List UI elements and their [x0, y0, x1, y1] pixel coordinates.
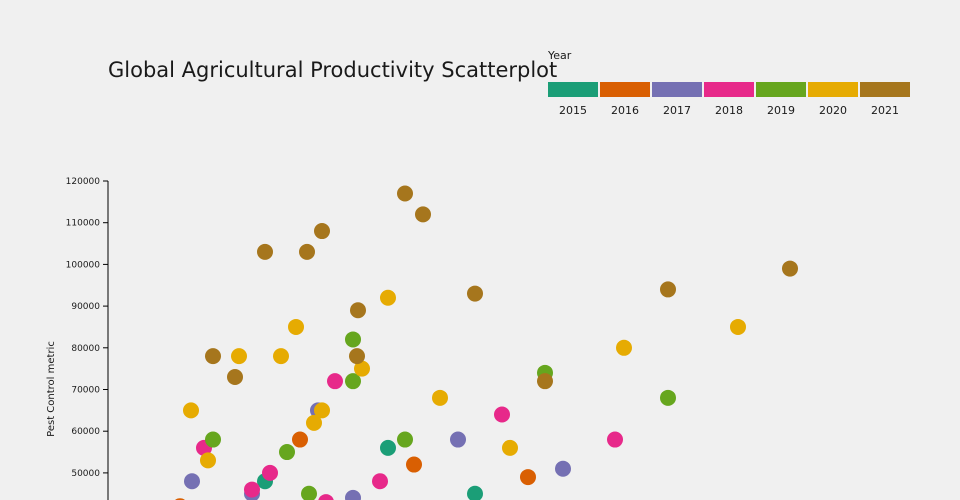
data-point-2017[interactable] — [450, 431, 466, 448]
legend-item-2019[interactable]: 2019 — [756, 82, 806, 117]
data-point-2020[interactable] — [306, 414, 322, 431]
legend-swatch — [600, 82, 650, 97]
data-point-2021[interactable] — [205, 348, 221, 365]
data-point-2020[interactable] — [432, 389, 448, 406]
data-point-2018[interactable] — [318, 494, 334, 500]
data-point-2018[interactable] — [262, 464, 278, 481]
data-point-2019[interactable] — [660, 389, 676, 406]
data-point-2020[interactable] — [354, 360, 370, 377]
data-points — [175, 185, 798, 500]
data-point-2021[interactable] — [257, 243, 273, 260]
legend-swatch — [548, 82, 598, 97]
data-point-2021[interactable] — [660, 281, 676, 298]
y-tick-label: 120000 — [66, 177, 101, 187]
data-point-2017[interactable] — [345, 489, 361, 500]
legend-swatch — [808, 82, 858, 97]
y-tick-label: 60000 — [71, 427, 100, 437]
data-point-2019[interactable] — [345, 373, 361, 390]
data-point-2015[interactable] — [380, 439, 396, 456]
legend-swatch — [652, 82, 702, 97]
legend-swatch — [756, 82, 806, 97]
data-point-2017[interactable] — [184, 473, 200, 490]
legend-swatch — [704, 82, 754, 97]
legend-title: Year — [548, 49, 572, 62]
legend-label: 2021 — [871, 104, 899, 117]
legend-label: 2017 — [663, 104, 691, 117]
data-point-2020[interactable] — [730, 318, 746, 335]
data-point-2017[interactable] — [555, 460, 571, 477]
data-point-2016[interactable] — [520, 469, 536, 486]
data-point-2020[interactable] — [231, 348, 247, 365]
legend-label: 2018 — [715, 104, 743, 117]
data-point-2016[interactable] — [292, 431, 308, 448]
data-point-2016[interactable] — [406, 456, 422, 473]
legend-label: 2020 — [819, 104, 847, 117]
legend-item-2018[interactable]: 2018 — [704, 82, 754, 117]
y-tick-label: 70000 — [71, 386, 100, 396]
data-point-2020[interactable] — [288, 318, 304, 335]
data-point-2018[interactable] — [372, 473, 388, 490]
data-point-2020[interactable] — [314, 402, 330, 419]
data-point-2020[interactable] — [273, 348, 289, 365]
y-tick-label: 90000 — [71, 302, 100, 312]
data-point-2021[interactable] — [397, 185, 413, 202]
legend-item-2017[interactable]: 2017 — [652, 82, 702, 117]
legend-item-2016[interactable]: 2016 — [600, 82, 650, 117]
data-point-2020[interactable] — [200, 452, 216, 469]
data-point-2018[interactable] — [244, 481, 260, 498]
data-point-2018[interactable] — [607, 431, 623, 448]
data-point-2020[interactable] — [380, 289, 396, 306]
data-point-2018[interactable] — [327, 373, 343, 390]
data-point-2021[interactable] — [350, 302, 366, 319]
y-axis: 50000 60000 70000 80000 90000 100000 110000 120… — [46, 177, 109, 500]
y-axis-title: Pest Control metric — [46, 341, 57, 437]
data-point-2019[interactable] — [205, 431, 221, 448]
data-point-2021[interactable] — [227, 368, 243, 385]
y-tick-label: 80000 — [71, 344, 100, 354]
data-point-2021[interactable] — [467, 285, 483, 302]
data-point-2018[interactable] — [494, 406, 510, 423]
data-point-2020[interactable] — [502, 439, 518, 456]
legend-item-2015[interactable]: 2015 — [548, 82, 598, 117]
legend-label: 2019 — [767, 104, 795, 117]
data-point-2021[interactable] — [349, 348, 365, 365]
y-tick-label: 110000 — [66, 219, 101, 229]
data-point-2020[interactable] — [183, 402, 199, 419]
legend-item-2020[interactable]: 2020 — [808, 82, 858, 117]
legend-label: 2015 — [559, 104, 587, 117]
data-point-2021[interactable] — [537, 373, 553, 390]
y-tick-label: 100000 — [66, 260, 101, 270]
chart-title: Global Agricultural Productivity Scatter… — [108, 58, 558, 82]
data-point-2021[interactable] — [415, 206, 431, 223]
data-point-2021[interactable] — [299, 243, 315, 260]
legend-item-2021[interactable]: 2021 — [860, 82, 910, 117]
legend: 2015 2016 2017 2018 2019 2020 2021 — [548, 82, 912, 117]
data-point-2021[interactable] — [782, 260, 798, 277]
data-point-2020[interactable] — [616, 339, 632, 356]
legend-swatch — [860, 82, 910, 97]
data-point-2019[interactable] — [301, 485, 317, 500]
data-point-2019[interactable] — [345, 331, 361, 348]
y-tick-label: 50000 — [71, 469, 100, 479]
data-point-2015[interactable] — [467, 485, 483, 500]
legend-label: 2016 — [611, 104, 639, 117]
data-point-2019[interactable] — [279, 444, 295, 461]
data-point-2021[interactable] — [314, 223, 330, 240]
data-point-2019[interactable] — [397, 431, 413, 448]
